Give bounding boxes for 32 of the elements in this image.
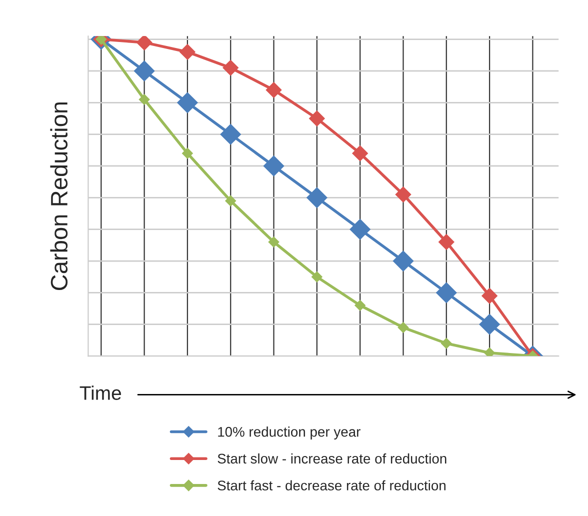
point bbox=[440, 338, 452, 349]
point bbox=[479, 314, 500, 335]
point bbox=[309, 110, 325, 126]
point bbox=[484, 347, 495, 356]
point bbox=[350, 219, 370, 240]
point bbox=[263, 156, 284, 176]
legend-label: 10% reduction per year bbox=[218, 426, 360, 440]
y-axis-title: Carbon Reduction bbox=[50, 102, 68, 290]
point bbox=[138, 94, 150, 105]
point bbox=[398, 322, 409, 333]
point bbox=[436, 282, 457, 304]
point bbox=[268, 236, 280, 248]
point bbox=[182, 148, 193, 159]
point bbox=[266, 82, 282, 98]
point bbox=[180, 44, 196, 60]
point bbox=[306, 187, 328, 208]
point bbox=[134, 60, 155, 82]
x-axis-title: Time bbox=[80, 386, 121, 400]
point bbox=[136, 36, 152, 50]
point bbox=[220, 124, 241, 145]
point bbox=[354, 300, 366, 311]
point bbox=[395, 186, 412, 202]
point bbox=[352, 145, 368, 162]
point bbox=[438, 234, 454, 250]
point bbox=[392, 250, 414, 272]
point bbox=[177, 92, 198, 113]
legend-label: Start slow - increase rate of reduction bbox=[218, 453, 446, 464]
legend-label: Start fast - decrease rate of reduction bbox=[218, 480, 446, 490]
point bbox=[311, 271, 322, 282]
point bbox=[482, 288, 498, 304]
point bbox=[225, 195, 236, 206]
point bbox=[222, 60, 238, 76]
